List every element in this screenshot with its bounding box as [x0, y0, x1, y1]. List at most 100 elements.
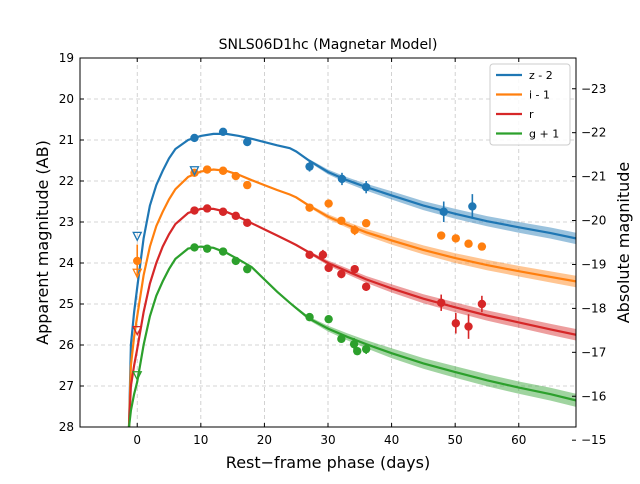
data-point — [305, 203, 314, 212]
data-point — [337, 334, 346, 344]
data-point — [190, 133, 199, 143]
y2-tick-label: −23 — [581, 82, 606, 96]
data-point — [361, 282, 371, 291]
data-point — [305, 312, 314, 322]
data-point — [350, 264, 359, 274]
x-tick-label: 20 — [257, 433, 272, 447]
data-point — [337, 269, 346, 279]
x-tick-label: 0 — [133, 433, 141, 447]
data-point — [231, 211, 240, 221]
data-point — [318, 250, 328, 259]
data-point — [218, 207, 228, 216]
data-point — [436, 231, 446, 240]
observations — [133, 127, 487, 356]
x-axis-ticks: 0 10 20 30 40 50 60 — [133, 58, 526, 447]
legend-label: g + 1 — [529, 128, 559, 141]
model-bands — [289, 150, 576, 407]
y-tick-label: 27 — [59, 379, 74, 393]
data-point — [464, 239, 473, 248]
upper-limit-marker — [189, 166, 200, 177]
y2-tick-label: −20 — [581, 214, 606, 228]
y-tick-label: 28 — [59, 420, 74, 434]
data-point — [436, 298, 446, 307]
data-point — [451, 319, 461, 328]
x-tick-label: 50 — [448, 433, 463, 447]
data-point — [218, 247, 228, 256]
data-point — [361, 344, 371, 354]
data-point — [218, 166, 228, 175]
upper-limit-marker — [132, 268, 143, 279]
data-point — [231, 256, 240, 266]
data-point — [337, 216, 346, 225]
y-tick-label: 22 — [59, 174, 74, 188]
y2-tick-label: −22 — [581, 126, 606, 140]
model-band-0 — [296, 150, 576, 245]
y2-tick-label: −15 — [581, 433, 606, 447]
data-point — [477, 242, 487, 251]
data-point — [218, 127, 228, 136]
y-tick-label: 20 — [59, 92, 74, 106]
model-band-1 — [296, 196, 576, 288]
y-tick-label: 23 — [59, 215, 74, 229]
model-curve-1 — [127, 168, 576, 427]
data-point — [243, 218, 252, 228]
data-point — [468, 202, 477, 211]
data-point — [477, 299, 487, 309]
data-point — [190, 243, 199, 252]
y2-tick-label: −17 — [581, 345, 606, 359]
legend-label: r — [529, 108, 534, 121]
y-axis-ticks: 19 20 21 22 23 24 25 26 27 28 — [59, 51, 84, 434]
upper-limit-marker — [132, 371, 143, 382]
y2-axis-ticks: −15 −16 −17 −18 −19 −20 −21 −22 −23 — [572, 82, 606, 447]
x-axis-title: Rest−frame phase (days) — [226, 453, 430, 472]
data-point — [231, 171, 240, 181]
x-tick-label: 40 — [384, 433, 399, 447]
y2-axis-title: Absolute magnitude — [614, 162, 633, 324]
data-point — [337, 174, 347, 184]
legend-label: z - 2 — [529, 69, 553, 82]
y-tick-label: 25 — [59, 297, 74, 311]
data-point — [451, 234, 461, 243]
legend-label: i - 1 — [529, 89, 550, 102]
legend-box — [489, 63, 571, 146]
data-point — [464, 322, 473, 331]
data-point — [324, 314, 333, 324]
legend: z - 2 i - 1 r g + 1 — [489, 63, 571, 146]
data-point — [361, 219, 371, 228]
data-point — [202, 244, 212, 253]
y2-tick-label: −16 — [581, 389, 606, 403]
data-point — [305, 250, 314, 259]
y-tick-label: 19 — [59, 51, 74, 65]
model-curve-2 — [127, 207, 576, 427]
y2-tick-label: −18 — [581, 301, 606, 315]
data-point — [324, 263, 333, 273]
model-curve-3 — [127, 245, 576, 427]
data-point — [243, 180, 252, 190]
x-tick-label: 60 — [511, 433, 526, 447]
model-band-2 — [296, 244, 576, 341]
data-point — [350, 226, 359, 235]
data-point — [243, 137, 252, 147]
data-point — [353, 346, 362, 356]
data-point — [305, 162, 314, 171]
data-point — [324, 199, 333, 208]
upper-limit-marker — [132, 325, 143, 337]
data-point — [190, 206, 199, 215]
model-curve-0 — [127, 132, 576, 427]
y-tick-label: 26 — [59, 338, 74, 352]
y2-tick-label: −19 — [581, 257, 606, 271]
data-point — [349, 339, 359, 349]
data-point — [439, 207, 448, 216]
data-point — [243, 264, 252, 274]
y-tick-label: 21 — [59, 133, 74, 147]
model-curves — [127, 132, 576, 427]
chart-title: SNLS06D1hc (Magnetar Model) — [219, 37, 438, 53]
data-point — [133, 256, 142, 266]
x-tick-label: 10 — [193, 433, 208, 447]
data-point — [361, 182, 371, 192]
x-tick-label: 30 — [320, 433, 335, 447]
upper-limit-marker — [132, 231, 143, 242]
model-band-3 — [289, 301, 576, 407]
upper-limits — [132, 166, 200, 382]
